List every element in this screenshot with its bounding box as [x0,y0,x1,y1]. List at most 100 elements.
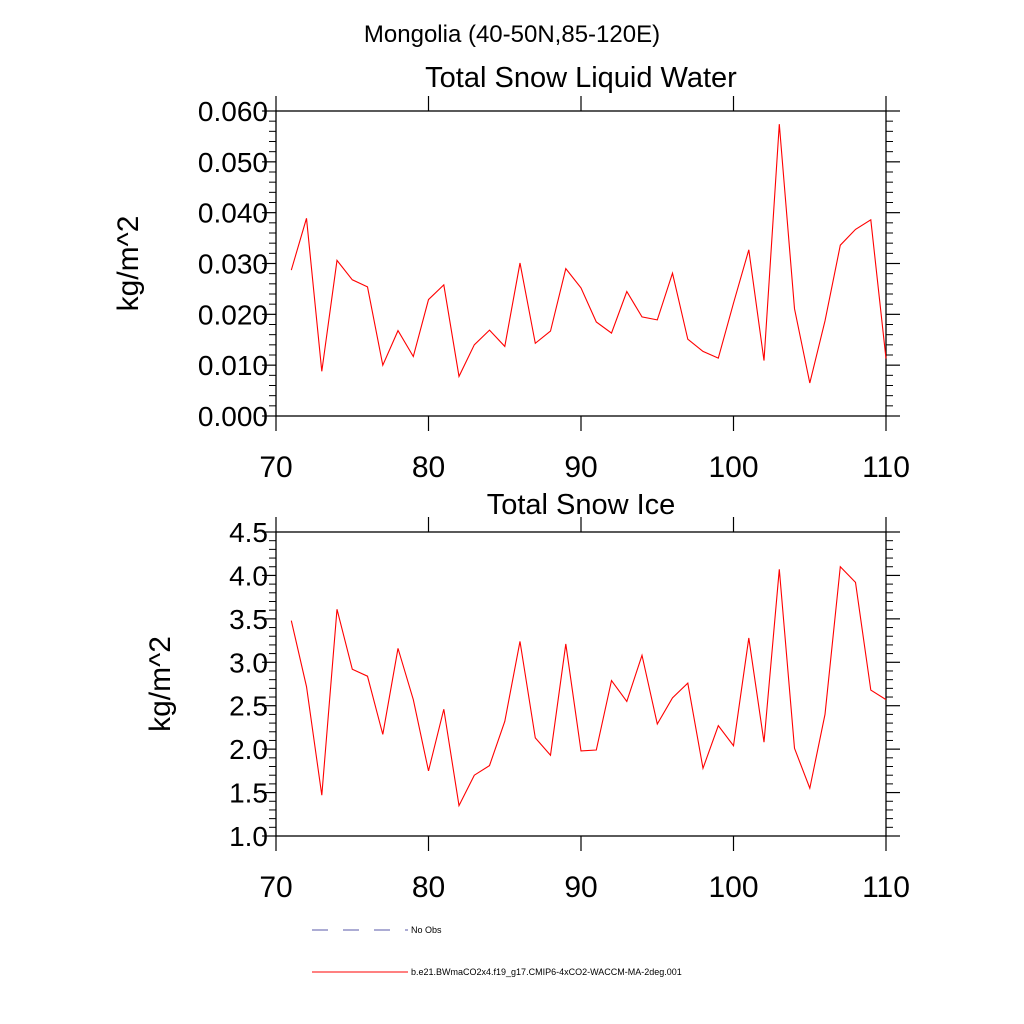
data-point [672,697,673,698]
data-point [748,249,749,250]
data-point [413,699,414,700]
data-point [870,219,871,220]
data-point [855,582,856,583]
data-point [687,683,688,684]
legend-label-model: b.e21.BWmaCO2x4.f19_g17.CMIP6-4xCO2-WACC… [411,967,682,977]
x-tick-label: 100 [708,451,758,484]
x-tick-label: 90 [564,871,597,904]
x-tick-label: 80 [412,871,445,904]
plot-frame [275,531,887,837]
panel-title: Total Snow Liquid Water [425,62,737,94]
data-point [443,284,444,285]
panel-title: Total Snow Ice [487,489,676,521]
data-point [489,329,490,330]
plot-frame [275,110,887,417]
data-point [428,299,429,300]
data-point [321,371,322,372]
data-point [336,260,337,261]
data-point [779,124,780,125]
data-point [504,721,505,722]
x-tick-label: 80 [412,451,445,484]
data-point [641,655,642,656]
y-tick-label: 0.060 [198,96,268,127]
y-tick-label: 0.010 [198,350,268,381]
data-point [885,699,886,700]
x-tick-label: 110 [862,451,910,484]
y-tick-label: 1.0 [229,821,268,852]
data-point [428,770,429,771]
data-point [809,788,810,789]
data-point [352,669,353,670]
y-tick-label: 0.020 [198,299,268,330]
data-point [794,748,795,749]
data-point [565,643,566,644]
data-point [824,320,825,321]
data-point [306,686,307,687]
y-tick-label: 4.0 [229,560,268,591]
data-point [748,637,749,638]
data-point [672,273,673,274]
data-point [702,351,703,352]
y-axis-label: kg/m^2 [112,216,145,312]
data-point [580,287,581,288]
figure-title: Mongolia (40-50N,85-120E) [364,21,660,48]
x-tick-label: 70 [259,871,292,904]
data-point [367,286,368,287]
data-point [718,357,719,358]
series-line-model [290,565,887,808]
data-point [794,308,795,309]
data-point [489,765,490,766]
data-point [763,742,764,743]
data-point [702,768,703,769]
data-point [413,356,414,357]
y-tick-label: 1.5 [229,778,268,809]
data-point [382,734,383,735]
panel-snow-ice: Total Snow Ice kg/m^2 1.0 1.5 2.0 2.5 3.0 3.5 4.… [144,489,910,904]
data-point [763,360,764,361]
y-tick-label: 0.050 [198,147,268,178]
y-axis-label: kg/m^2 [144,636,177,732]
data-point [474,344,475,345]
data-point [687,339,688,340]
data-point [535,343,536,344]
data-point [397,330,398,331]
data-point [779,569,780,570]
x-tick-label: 110 [862,871,910,904]
data-point [550,331,551,332]
data-point [718,725,719,726]
y-tick-label: 0.030 [198,249,268,280]
y-tick-label: 0.000 [198,401,268,432]
data-point [352,279,353,280]
data-point [382,365,383,366]
y-tick-label: 3.5 [229,604,268,635]
data-point [535,737,536,738]
data-point [458,805,459,806]
y-tick-label: 3.0 [229,647,268,678]
data-point [367,676,368,677]
data-point [519,262,520,263]
x-tick-label: 70 [259,451,292,484]
data-point [458,376,459,377]
data-point [870,689,871,690]
data-point [550,755,551,756]
data-point [611,680,612,681]
data-point [474,775,475,776]
legend: No Obs b.e21.BWmaCO2x4.f19_g17.CMIP6-4xC… [312,925,682,977]
y-tick-label: 0.040 [198,198,268,229]
data-point [565,268,566,269]
data-point [840,245,841,246]
data-point [291,620,292,621]
data-point [580,750,581,751]
data-point [611,333,612,334]
data-point [885,358,886,359]
series-line-model [290,124,887,384]
panel-snow-liquid-water: Total Snow Liquid Water kg/m^2 0.000 0.010 0… [112,62,910,484]
data-point [733,745,734,746]
data-point [657,723,658,724]
y-tick-label: 4.5 [229,517,268,548]
data-point [733,303,734,304]
x-tick-label: 100 [708,871,758,904]
y-tick-label: 2.5 [229,691,268,722]
data-point [596,749,597,750]
